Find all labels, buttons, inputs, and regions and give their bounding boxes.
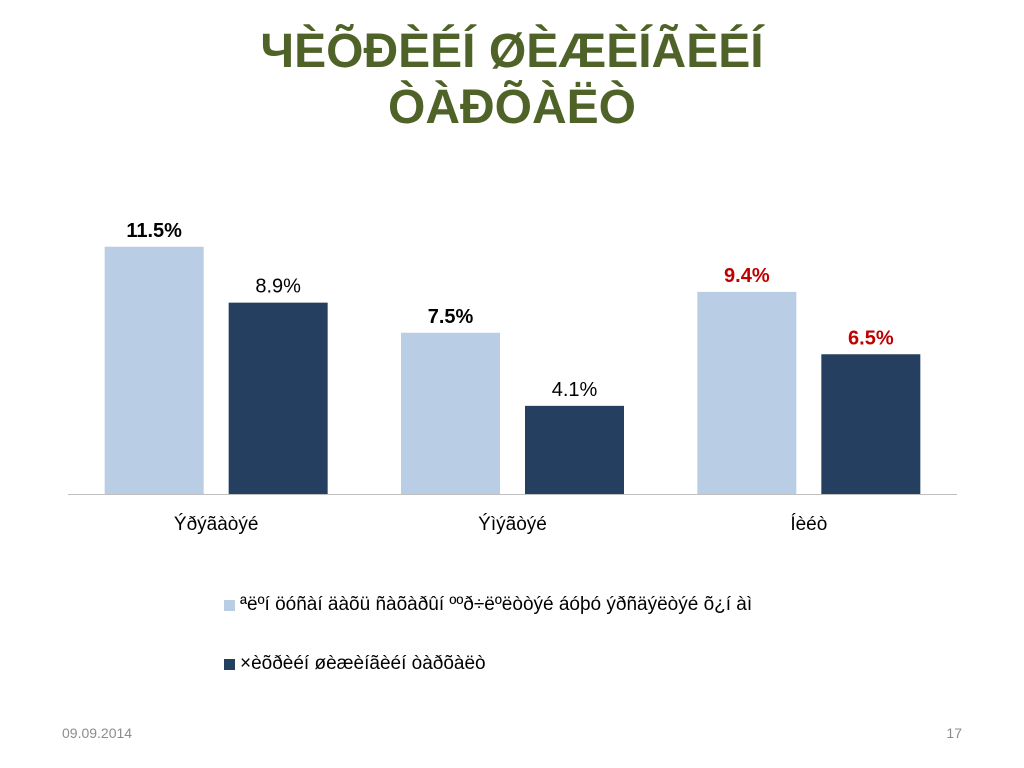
legend-label-series-1: ªëºí öóñàí äàõü ñàõàðûí ººð÷ëºëòòýé áóþó… [240,594,753,615]
data-label-1-1: 11.5% [126,220,182,242]
footer-page-number: 17 [946,725,962,741]
category-label-2: Ýìýãòýé [478,514,547,535]
slide-title-line-1: ЧÈÕÐÈÉÍ ØÈÆÈÍÃÈÉÍ [260,25,764,78]
legend-label-series-2: ×èõðèéí øèæèíãèéí òàðõàëò [240,653,486,674]
category-label-3: Íèéò [790,514,827,535]
bar-chart: 11.5% 8.9% Ýðýãàòýé 7.5% 4.1% Ýìýãòýé 9.4% 6.5%… [68,220,957,535]
chart-legend: ªëºí öóñàí äàõü ñàõàðûí ººð÷ëºëòòýé áóþó… [224,590,752,708]
legend-swatch-series-2 [224,658,235,670]
legend-item-series-1: ªëºí öóñàí äàõü ñàõàðûí ººð÷ëºëòòýé áóþó… [224,590,752,620]
slide-title-line-2: ÒÀÐÕÀËÒ [387,81,636,134]
legend-swatch-series-1 [224,599,235,611]
data-label-2-3: 6.5% [848,327,894,349]
legend-item-series-2: ×èõðèéí øèæèíãèéí òàðõàëò [224,649,752,679]
category-label-1: Ýðýãàòýé [174,514,259,535]
bar-1-1 [104,246,204,494]
data-label-2-2: 4.1% [552,379,598,401]
bar-1-3 [697,291,797,494]
slide-title: ЧÈÕÐÈÉÍ ØÈÆÈÍÃÈÉÍ ÒÀÐÕÀËÒ [0,24,1024,136]
bar-2-3 [821,354,921,494]
data-label-2-1: 8.9% [255,276,301,298]
footer-date: 09.09.2014 [62,725,133,741]
data-label-1-3: 9.4% [724,265,770,287]
bar-2-2 [525,405,624,494]
data-label-1-2: 7.5% [428,306,474,328]
bar-2-1 [228,302,328,494]
bar-1-2 [401,332,500,494]
